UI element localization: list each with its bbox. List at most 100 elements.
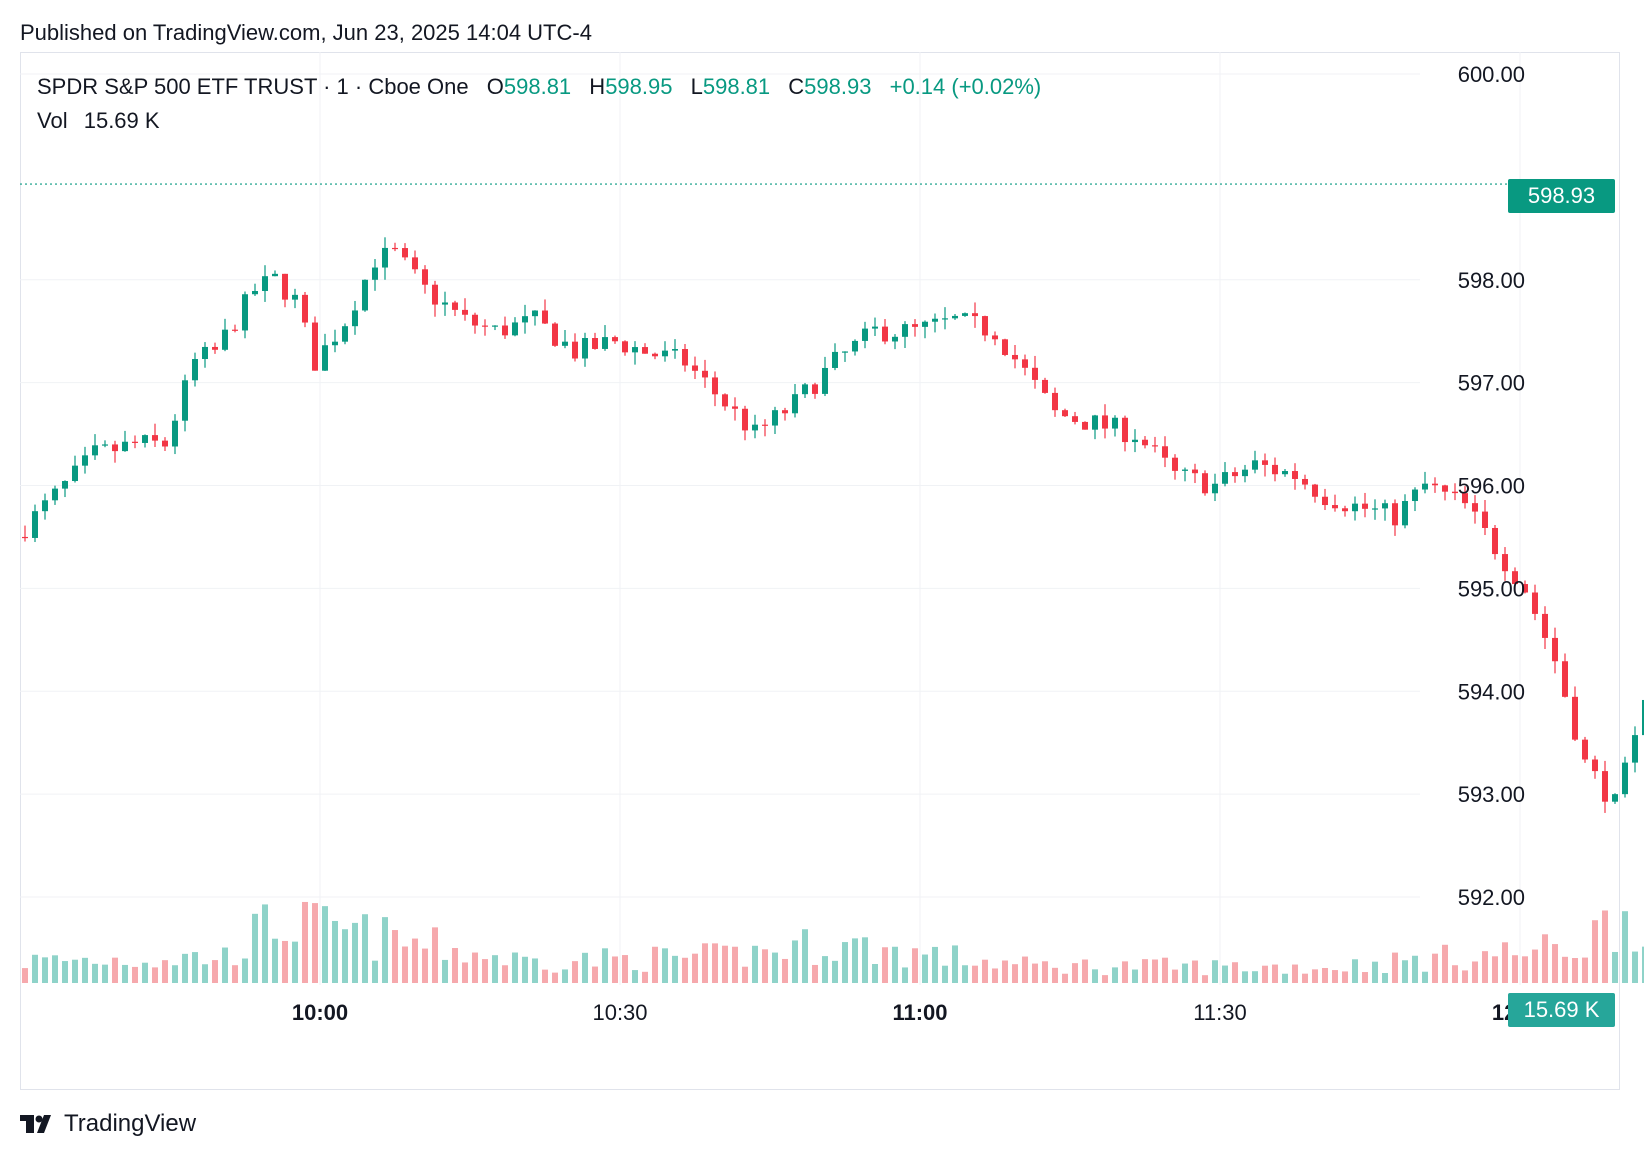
- volume-bar: [352, 922, 358, 983]
- candle-body: [292, 294, 298, 300]
- candle-body: [1422, 483, 1428, 490]
- tradingview-logo[interactable]: TradingView: [20, 1110, 196, 1138]
- candle-body: [1312, 484, 1318, 497]
- volume-bar: [692, 953, 698, 983]
- volume-bar: [712, 943, 718, 983]
- candle-body: [232, 329, 238, 331]
- candle: [1192, 463, 1198, 484]
- candle-body: [792, 394, 798, 414]
- candle: [872, 317, 878, 336]
- volume-bar: [1202, 975, 1208, 983]
- candle-body: [1322, 496, 1328, 506]
- candle-body: [1262, 460, 1268, 465]
- volume-bar: [752, 945, 758, 983]
- candle: [592, 332, 598, 350]
- volume-bar: [722, 945, 728, 983]
- candle-body: [1152, 445, 1158, 447]
- y-tick-label: 597.00: [1458, 371, 1525, 396]
- candle-body: [972, 313, 978, 317]
- low-value: 598.81: [702, 74, 771, 99]
- candle-body: [1292, 471, 1298, 479]
- volume-bar: [1132, 969, 1138, 983]
- candle: [1182, 467, 1188, 482]
- volume-bar: [1182, 963, 1188, 983]
- candle: [382, 237, 388, 280]
- candle: [1382, 499, 1388, 521]
- volume-bar: [322, 906, 328, 983]
- volume-bar: [1112, 967, 1118, 983]
- candle: [742, 405, 748, 441]
- candle-body: [442, 302, 448, 305]
- candle: [492, 325, 498, 331]
- volume-bar: [302, 901, 308, 983]
- candle-body: [1372, 508, 1378, 510]
- candle: [1572, 686, 1578, 742]
- volume-bar: [1462, 970, 1468, 983]
- candle-body: [1632, 735, 1638, 763]
- candle: [1302, 474, 1308, 490]
- volume-bar: [1572, 958, 1578, 983]
- candle-body: [942, 318, 948, 320]
- volume-bar: [1472, 961, 1478, 983]
- volume-bar: [452, 948, 458, 983]
- y-tick-label: 596.00: [1458, 474, 1525, 499]
- candle-body: [1492, 527, 1498, 555]
- candle-body: [602, 337, 608, 349]
- volume-bar: [1332, 970, 1338, 983]
- volume-bar: [312, 903, 318, 983]
- volume-bar: [972, 965, 978, 983]
- volume-bar: [412, 938, 418, 983]
- volume-bar: [922, 954, 928, 983]
- tradingview-logo-icon: [20, 1115, 51, 1133]
- candle-body: [652, 353, 658, 357]
- candle: [662, 341, 668, 362]
- volume-bar: [172, 965, 178, 983]
- y-tick-label: 593.00: [1458, 782, 1525, 807]
- candle: [1032, 355, 1038, 389]
- volume-bar: [1092, 969, 1098, 983]
- volume-bar: [1282, 973, 1288, 983]
- candle-body: [822, 367, 828, 394]
- candle: [1142, 436, 1148, 449]
- candle-body: [502, 325, 508, 336]
- candle-body: [1072, 416, 1078, 422]
- candle-body: [1192, 469, 1198, 474]
- volume-bar: [482, 959, 488, 983]
- candle: [52, 485, 58, 505]
- volume-value: 15.69 K: [83, 108, 160, 133]
- candle: [852, 339, 858, 356]
- candle-body: [1112, 417, 1118, 429]
- x-tick-label: 11:30: [1193, 1000, 1246, 1025]
- candle-body: [222, 329, 228, 350]
- candle: [762, 419, 768, 437]
- candle: [972, 302, 978, 328]
- candle-body: [1482, 511, 1488, 528]
- open-label: O: [486, 74, 504, 99]
- candle: [1002, 338, 1008, 357]
- candle-body: [142, 435, 148, 443]
- candle: [1372, 499, 1378, 520]
- volume-bar: [162, 960, 168, 983]
- candle-body: [1442, 485, 1448, 492]
- candle-body: [1472, 503, 1478, 512]
- volume-bar: [522, 956, 528, 983]
- candle: [232, 324, 238, 333]
- candle-body: [962, 313, 968, 316]
- candle: [1242, 464, 1248, 483]
- candle: [1282, 469, 1288, 477]
- candle: [22, 525, 28, 542]
- volume-bar: [1372, 961, 1378, 983]
- candle-body: [742, 408, 748, 431]
- volume-bar: [1142, 959, 1148, 983]
- candle: [1582, 736, 1588, 763]
- candle: [1312, 483, 1318, 503]
- candle: [1072, 411, 1078, 425]
- candle-body: [1052, 392, 1058, 411]
- candle: [1622, 756, 1628, 798]
- candle-body: [262, 276, 268, 292]
- candle-body: [912, 324, 918, 327]
- ohlc-legend: SPDR S&P 500 ETF TRUST · 1 · Cboe One O5…: [37, 74, 1041, 100]
- candle-body: [632, 347, 638, 353]
- volume-bar: [1042, 961, 1048, 983]
